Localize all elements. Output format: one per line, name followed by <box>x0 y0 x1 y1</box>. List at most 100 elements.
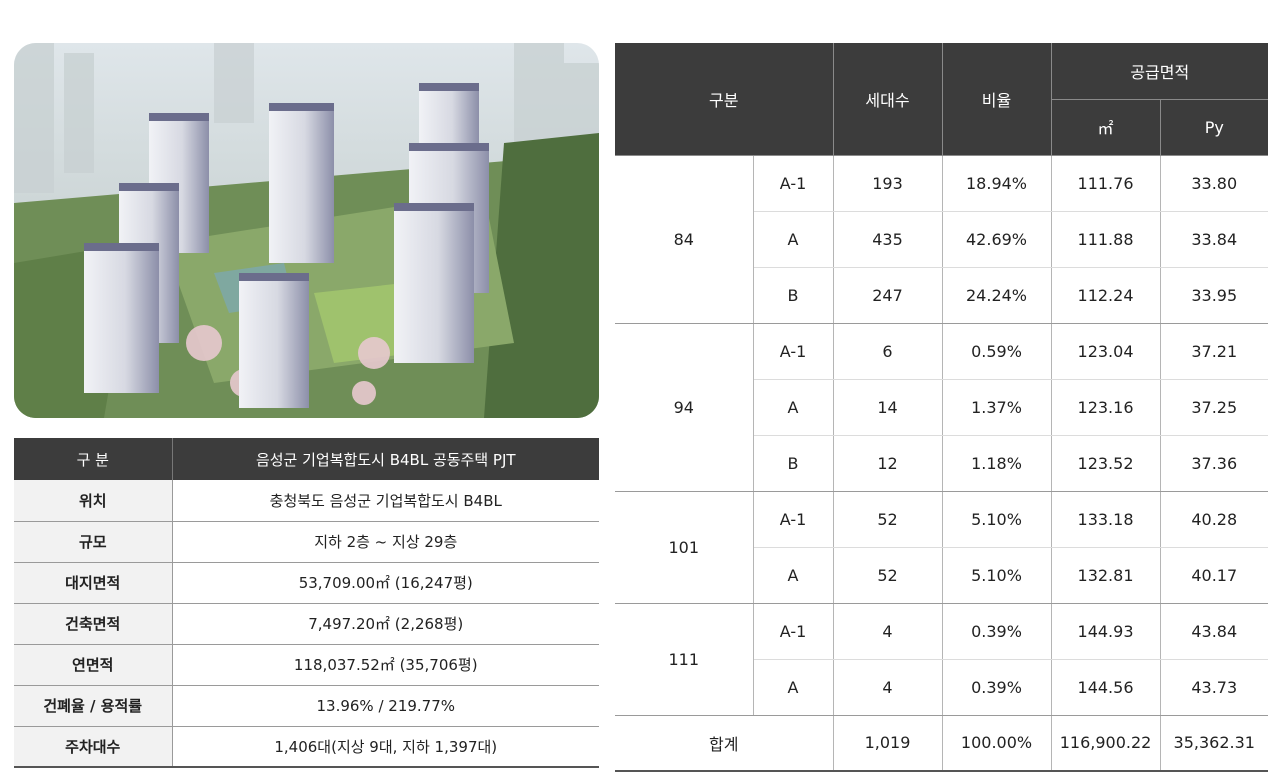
overview-header-label: 구 분 <box>14 438 173 480</box>
area-sqm: 111.88 <box>1051 211 1161 268</box>
supply-row: A 52 5.10% 132.81 40.17 <box>615 547 1269 604</box>
area-py: 43.73 <box>1160 659 1269 716</box>
households: 4 <box>833 659 943 716</box>
supply-header-row: 구분 세대수 비율 공급면적 <box>615 43 1269 156</box>
area-sqm: 111.76 <box>1051 155 1161 212</box>
households: 4 <box>833 603 943 660</box>
overview-row-value: 13.96% / 219.77% <box>172 685 599 727</box>
unit-type: A-1 <box>753 491 834 548</box>
overview-row: 대지면적 53,709.00㎡ (16,247평) <box>14 562 599 604</box>
header-py: Py <box>1160 99 1269 156</box>
supply-row: A 14 1.37% 123.16 37.25 <box>615 379 1269 436</box>
unit-type: B <box>753 435 834 492</box>
area-py: 33.84 <box>1160 211 1269 268</box>
total-households: 1,019 <box>833 714 943 772</box>
overview-row: 건폐율 / 용적률 13.96% / 219.77% <box>14 685 599 727</box>
area-sqm: 112.24 <box>1051 267 1161 324</box>
unit-type: A <box>753 659 834 716</box>
area-sqm: 144.93 <box>1051 603 1161 660</box>
unit-type: A <box>753 379 834 436</box>
area-sqm: 132.81 <box>1051 547 1161 604</box>
area-py: 33.80 <box>1160 155 1269 212</box>
overview-row-value: 1,406대(지상 9대, 지하 1,397대) <box>172 726 599 768</box>
households: 6 <box>833 323 943 380</box>
supply-row: 111 A-1 4 0.39% 144.93 43.84 <box>615 603 1269 716</box>
overview-row: 규모 지하 2층 ~ 지상 29층 <box>14 521 599 563</box>
unit-size: 101 <box>615 491 754 604</box>
unit-type: A-1 <box>753 155 834 212</box>
overview-row-value: 53,709.00㎡ (16,247평) <box>172 562 599 604</box>
supply-row: B 12 1.18% 123.52 37.36 <box>615 435 1269 492</box>
supply-row: 84 A-1 193 18.94% 111.76 33.80 <box>615 155 1269 324</box>
unit-size: 94 <box>615 323 754 492</box>
area-py: 37.36 <box>1160 435 1269 492</box>
unit-size: 84 <box>615 155 754 324</box>
overview-row-label: 규모 <box>14 521 173 563</box>
overview-row-label: 건폐율 / 용적률 <box>14 685 173 727</box>
households: 52 <box>833 547 943 604</box>
area-py: 37.25 <box>1160 379 1269 436</box>
unit-type: A <box>753 211 834 268</box>
households: 52 <box>833 491 943 548</box>
overview-row: 연면적 118,037.52㎡ (35,706평) <box>14 644 599 686</box>
overview-header-value: 음성군 기업복합도시 B4BL 공동주택 PJT <box>172 438 599 480</box>
households: 247 <box>833 267 943 324</box>
supply-row: A 4 0.39% 144.56 43.73 <box>615 659 1269 716</box>
unit-type: A <box>753 547 834 604</box>
total-ratio: 100.00% <box>942 714 1052 772</box>
area-sqm: 123.52 <box>1051 435 1161 492</box>
supply-row: 101 A-1 52 5.10% 133.18 40.28 <box>615 491 1269 604</box>
ratio: 1.37% <box>942 379 1052 436</box>
area-py: 33.95 <box>1160 267 1269 324</box>
ratio: 42.69% <box>942 211 1052 268</box>
overview-row: 건축면적 7,497.20㎡ (2,268평) <box>14 603 599 645</box>
supply-subheader-row: ㎡ Py <box>615 99 1269 156</box>
total-label: 합계 <box>615 714 834 772</box>
total-sqm: 116,900.22 <box>1051 714 1161 772</box>
households: 193 <box>833 155 943 212</box>
households: 435 <box>833 211 943 268</box>
area-sqm: 144.56 <box>1051 659 1161 716</box>
ratio: 5.10% <box>942 547 1052 604</box>
area-sqm: 123.16 <box>1051 379 1161 436</box>
area-py: 40.17 <box>1160 547 1269 604</box>
unit-type: A-1 <box>753 603 834 660</box>
overview-header-row: 구 분 음성군 기업복합도시 B4BL 공동주택 PJT <box>14 438 599 480</box>
overview-row-label: 주차대수 <box>14 726 173 768</box>
overview-row-label: 대지면적 <box>14 562 173 604</box>
overview-row-label: 위치 <box>14 480 173 522</box>
supply-row: 94 A-1 6 0.59% 123.04 37.21 <box>615 323 1269 492</box>
project-overview-table: 구 분 음성군 기업복합도시 B4BL 공동주택 PJT 위치 충청북도 음성군… <box>14 438 599 768</box>
overview-row-value: 7,497.20㎡ (2,268평) <box>172 603 599 645</box>
supply-total-row: 합계 1,019 100.00% 116,900.22 35,362.31 <box>615 714 1269 772</box>
ratio: 18.94% <box>942 155 1052 212</box>
ratio: 0.59% <box>942 323 1052 380</box>
area-py: 43.84 <box>1160 603 1269 660</box>
complex-render-image <box>14 43 599 418</box>
supply-area-table: 구분 세대수 비율 공급면적 ㎡ Py 84 A-1 193 18.94% 11… <box>615 43 1269 772</box>
header-sqm: ㎡ <box>1051 99 1161 156</box>
unit-size: 111 <box>615 603 754 716</box>
overview-row: 위치 충청북도 음성군 기업복합도시 B4BL <box>14 480 599 522</box>
ratio: 1.18% <box>942 435 1052 492</box>
households: 14 <box>833 379 943 436</box>
area-py: 37.21 <box>1160 323 1269 380</box>
ratio: 24.24% <box>942 267 1052 324</box>
total-py: 35,362.31 <box>1160 714 1269 772</box>
area-sqm: 123.04 <box>1051 323 1161 380</box>
overview-row-label: 연면적 <box>14 644 173 686</box>
header-households: 세대수 <box>833 43 943 156</box>
overview-row-value: 지하 2층 ~ 지상 29층 <box>172 521 599 563</box>
ratio: 0.39% <box>942 659 1052 716</box>
unit-type: A-1 <box>753 323 834 380</box>
header-ratio: 비율 <box>942 43 1052 156</box>
area-py: 40.28 <box>1160 491 1269 548</box>
households: 12 <box>833 435 943 492</box>
overview-row: 주차대수 1,406대(지상 9대, 지하 1,397대) <box>14 726 599 768</box>
header-supply-area: 공급면적 <box>1051 43 1269 100</box>
overview-row-value: 118,037.52㎡ (35,706평) <box>172 644 599 686</box>
unit-type: B <box>753 267 834 324</box>
area-sqm: 133.18 <box>1051 491 1161 548</box>
supply-row: B 247 24.24% 112.24 33.95 <box>615 267 1269 324</box>
overview-row-value: 충청북도 음성군 기업복합도시 B4BL <box>172 480 599 522</box>
